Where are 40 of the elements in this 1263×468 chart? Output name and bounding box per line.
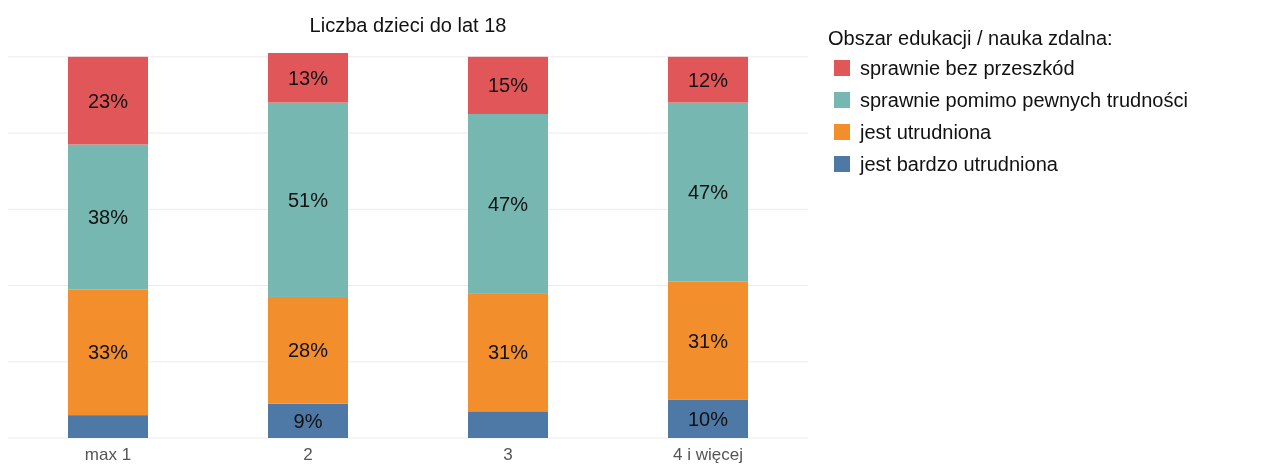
bar: [668, 102, 748, 282]
bar: [68, 144, 148, 290]
data-label: 13%: [287, 66, 329, 89]
data-label: 33%: [87, 341, 129, 364]
bar: [468, 56, 548, 114]
bar: [468, 411, 548, 438]
legend-label: jest utrudniona: [859, 121, 993, 143]
bar: [268, 102, 348, 297]
data-label: 47%: [487, 192, 529, 215]
bar: [268, 53, 348, 103]
data-label: 31%: [687, 329, 729, 352]
bar: [68, 56, 148, 145]
data-label: 23%: [87, 89, 129, 112]
bar: [468, 293, 548, 412]
legend-label: sprawnie bez przeszkód: [860, 57, 1075, 79]
legend-label: jest bardzo utrudniona: [859, 153, 1059, 175]
x-tick-label: max 1: [84, 445, 132, 464]
data-label: 12%: [687, 68, 729, 91]
legend-label: sprawnie pomimo pewnych trudności: [860, 89, 1188, 111]
data-label: 47%: [687, 181, 729, 204]
x-tick-label: 4 i więcej: [673, 445, 743, 464]
bar: [668, 56, 748, 103]
bar: [268, 296, 348, 404]
x-tick-label: 3: [503, 445, 513, 464]
x-tick-label: 2: [303, 445, 313, 464]
data-label: 51%: [287, 188, 329, 211]
data-label: 28%: [287, 339, 329, 362]
bar: [468, 113, 548, 294]
data-label: 10%: [687, 407, 729, 430]
legend-title: Obszar edukacji / nauka zdalna:: [828, 27, 1113, 49]
data-label: 15%: [487, 74, 529, 97]
bar: [268, 403, 348, 438]
data-label: 31%: [487, 341, 529, 364]
bar: [68, 415, 148, 438]
bar: [668, 399, 748, 438]
bar: [668, 281, 748, 400]
data-label: 38%: [87, 205, 129, 228]
chart-title: Liczba dzieci do lat 18: [309, 14, 507, 36]
bar: [68, 289, 148, 416]
data-label: 9%: [293, 409, 323, 432]
